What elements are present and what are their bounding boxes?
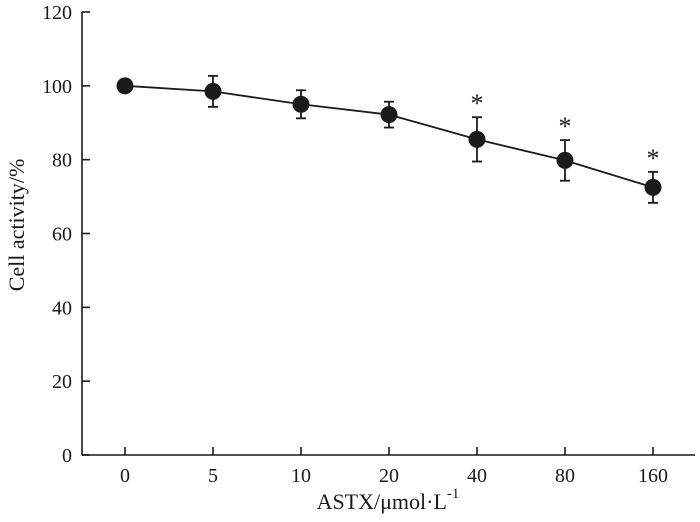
data-point: [556, 151, 574, 169]
y-tick-label: 20: [52, 371, 72, 393]
data-point: [468, 130, 486, 148]
x-tick-label: 0: [120, 465, 130, 487]
x-axis-label-superscript: -1: [447, 486, 460, 502]
x-axis-label: ASTX/μmol·L-1: [317, 486, 460, 514]
x-ticks: 0 5 10 20 40 80 160: [120, 447, 668, 487]
x-tick-label: 40: [467, 465, 487, 487]
y-tick-label: 0: [62, 445, 72, 467]
y-tick-label: 80: [52, 150, 72, 172]
data-point: [380, 106, 398, 124]
x-tick-label: 20: [379, 465, 399, 487]
significance-star: *: [559, 112, 572, 141]
error-bars: [208, 74, 658, 204]
y-tick-label: 100: [42, 76, 72, 98]
x-tick-label: 160: [638, 465, 668, 487]
x-axis-label-main: ASTX/μmol·L: [317, 489, 447, 514]
y-tick-label: 120: [42, 2, 72, 24]
y-tick-label: 60: [52, 224, 72, 246]
data-point: [116, 77, 134, 95]
significance-markers: * * *: [471, 89, 660, 173]
x-tick-label: 80: [555, 465, 575, 487]
significance-star: *: [471, 89, 484, 118]
significance-star: *: [647, 144, 660, 173]
data-point: [292, 95, 310, 113]
data-point: [204, 82, 222, 100]
x-tick-label: 10: [291, 465, 311, 487]
y-axis-label: Cell activity/%: [4, 159, 29, 292]
axes: [81, 12, 695, 456]
series: [116, 77, 662, 196]
y-ticks: 0 20 40 60 80 100 120: [42, 2, 90, 467]
data-point: [644, 178, 662, 196]
x-tick-label: 5: [208, 465, 218, 487]
y-tick-label: 40: [52, 297, 72, 319]
